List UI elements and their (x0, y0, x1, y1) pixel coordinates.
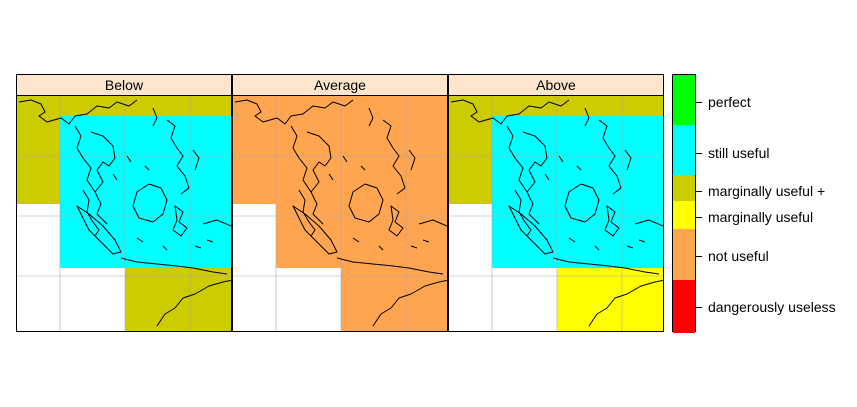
coastline (382, 119, 406, 195)
map-canvas (17, 96, 231, 331)
coastline (172, 205, 188, 237)
coastline (166, 119, 190, 195)
coastline (352, 237, 430, 251)
forecast-region-south (557, 268, 663, 331)
no-data-area (492, 268, 557, 331)
forecast-region-main (60, 116, 231, 268)
legend-tick (696, 217, 702, 218)
color-legend (672, 74, 696, 333)
coastline (328, 155, 366, 181)
no-data-area (233, 204, 276, 331)
panel-strip-title: Below (17, 75, 231, 96)
coastline (132, 183, 168, 223)
forecast-region-south (341, 268, 447, 331)
coastline (564, 183, 600, 223)
coastline (306, 131, 332, 193)
coastline (598, 119, 622, 195)
coastline (82, 189, 100, 237)
coastline (450, 99, 570, 125)
legend-label-not-useful: not useful (708, 248, 769, 264)
coastline (544, 155, 582, 181)
legend-tick (696, 102, 702, 103)
coastline (388, 205, 404, 237)
coastline (112, 155, 150, 181)
coastline (348, 183, 384, 223)
legend-label-marginally-useful: marginally useful (708, 209, 814, 225)
legend-swatch-not-useful (673, 229, 695, 280)
coastline (18, 99, 138, 125)
coastline (514, 189, 532, 237)
legend-label-still-useful: still useful (708, 145, 770, 161)
coastline (508, 205, 554, 255)
legend-label-dangerously-useless: dangerously useless (708, 299, 836, 315)
coastline (372, 279, 447, 327)
legend-swatch-perfect (673, 75, 695, 125)
forecast-region-south (125, 268, 231, 331)
no-data-area (449, 204, 492, 331)
no-data-area (17, 204, 60, 331)
legend-swatch-marginally-useful-plus (673, 175, 695, 201)
coastline (506, 125, 540, 225)
coastline (74, 125, 108, 225)
coastline (408, 149, 416, 171)
legend-tick (696, 256, 702, 257)
legend-swatch-still-useful (673, 125, 695, 175)
coastline (290, 125, 324, 225)
coastline (90, 131, 116, 193)
coastline (76, 205, 122, 255)
coastline (234, 99, 354, 125)
legend-swatch-marginally-useful (673, 201, 695, 229)
coastline (298, 189, 316, 237)
panel-strip-title: Above (449, 75, 663, 96)
coastline (522, 131, 548, 193)
coastline (192, 149, 200, 171)
coastline (568, 237, 646, 251)
coastline (552, 257, 660, 275)
forecast-region-main (276, 116, 447, 268)
no-data-area (60, 268, 125, 331)
coastline (588, 279, 663, 327)
coastline (584, 107, 590, 127)
coastline (368, 107, 374, 127)
coastline (634, 219, 663, 227)
coastline (202, 219, 231, 227)
legend-label-perfect: perfect (708, 94, 751, 110)
coastline (604, 205, 620, 237)
legend-swatch-dangerously-useless (673, 280, 695, 333)
forecast-region-main (492, 116, 663, 268)
coastline (120, 257, 228, 275)
coastline (624, 149, 632, 171)
coastline (152, 107, 158, 127)
no-data-area (276, 268, 341, 331)
map-canvas (449, 96, 663, 331)
map-canvas (233, 96, 447, 331)
coastline (136, 237, 214, 251)
coastline (156, 279, 231, 327)
legend-label-marginally-useful-plus: marginally useful + (708, 183, 826, 199)
legend-tick (696, 153, 702, 154)
map-panel-below: Below (16, 74, 232, 332)
panel-strip-title: Average (233, 75, 447, 96)
map-panel-above: Above (448, 74, 664, 332)
coastline (336, 257, 444, 275)
coastline (418, 219, 447, 227)
coastline (292, 205, 338, 255)
map-panel-average: Average (232, 74, 448, 332)
legend-tick (696, 191, 702, 192)
legend-tick (696, 307, 702, 308)
